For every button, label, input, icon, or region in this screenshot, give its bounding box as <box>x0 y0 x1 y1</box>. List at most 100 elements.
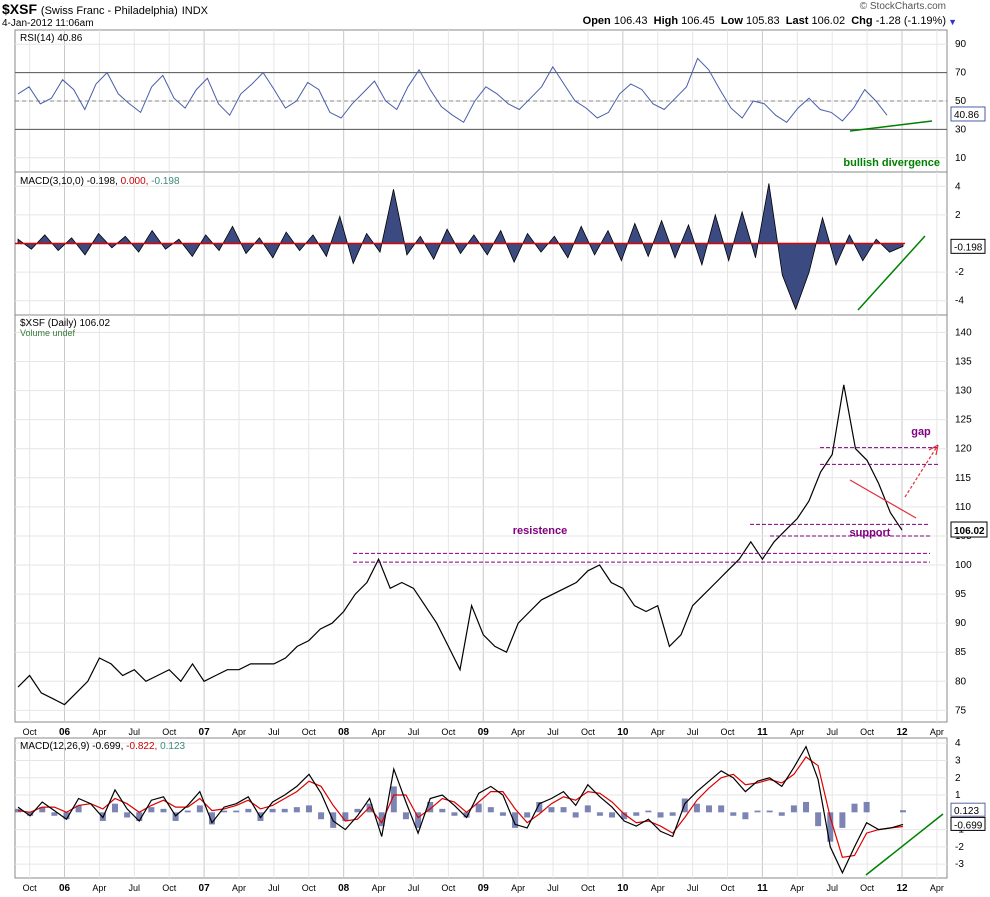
chg-value: -1.28 (-1.19%) <box>875 15 946 27</box>
macd-histogram-bar <box>657 812 664 818</box>
bullish-divergence-label: bullish divergence <box>843 157 940 169</box>
macd-histogram-bar <box>63 812 70 820</box>
macd-histogram-bar <box>584 805 591 813</box>
symbol-label: $XSF <box>2 1 38 17</box>
macd-histogram-bar <box>633 812 640 816</box>
volume-subtitle: Volume undef <box>20 328 76 338</box>
macd-histogram-bar <box>124 812 131 818</box>
x-tick-label: Oct <box>441 727 456 737</box>
exchange-label: INDX <box>181 5 209 17</box>
x-tick-label-bottom: Oct <box>581 883 596 893</box>
macd-histogram-bar <box>754 810 761 813</box>
gap-label: gap <box>911 426 931 438</box>
y-tick-label-2: -4 <box>955 296 964 307</box>
x-tick-label: Jul <box>268 727 280 737</box>
macd-histogram-bar <box>645 810 652 813</box>
macd-histogram-bar <box>693 803 700 813</box>
x-tick-label: Apr <box>651 727 665 737</box>
macd-histogram-bar <box>778 812 785 816</box>
macd-short-title-part: MACD(3,10,0) <box>20 176 87 187</box>
x-tick-label-bottom: 06 <box>59 883 71 894</box>
macd-histogram-bar <box>160 808 167 813</box>
macd-histogram-bar <box>27 812 34 816</box>
y-tick-label-3: 80 <box>955 676 967 687</box>
x-tick-label-bottom: Jul <box>129 883 141 893</box>
macd-divergence-line <box>857 235 926 311</box>
x-tick-label-bottom: 11 <box>757 883 768 894</box>
y-tick-label-4: 3 <box>955 755 961 766</box>
macd-long-title-part: -0.699, <box>92 741 126 752</box>
x-tick-label-bottom: Jul <box>826 883 838 893</box>
x-tick-label-bottom: Apr <box>92 883 106 893</box>
rsi-divergence-line <box>849 120 933 132</box>
macd-histogram-bar <box>281 808 288 813</box>
x-tick-label-bottom: Oct <box>23 883 38 893</box>
panel-frame-3 <box>14 314 948 723</box>
x-tick-label-bottom: Apr <box>651 883 665 893</box>
x-tick-label-bottom: 09 <box>478 883 490 894</box>
x-tick-label: Oct <box>581 727 596 737</box>
x-tick-label-bottom: 10 <box>617 883 629 894</box>
macd-histogram-bar <box>900 810 906 813</box>
macd-long-title-part: MACD(12,26,9) <box>20 741 92 752</box>
y-tick-label-2: 2 <box>955 210 961 221</box>
x-tick-label-bottom: Apr <box>930 883 944 893</box>
macd-histogram-bar <box>305 805 312 813</box>
macd-histogram-bar <box>221 810 228 813</box>
rsi-last-tag: 40.86 <box>954 110 979 121</box>
macd-histogram-bar <box>427 801 434 813</box>
x-tick-label-bottom: Apr <box>232 883 246 893</box>
macd-short-last-tag: -0.198 <box>954 242 983 253</box>
macd-histogram-bar <box>851 803 858 813</box>
macd-hist-last-tag: 0.123 <box>954 806 979 817</box>
y-tick-label-3: 140 <box>955 327 972 338</box>
quote-bar: Open 106.43 High 106.45 Low 105.83 Last … <box>583 15 946 27</box>
x-tick-label: Apr <box>511 727 525 737</box>
macd-histogram-bar <box>172 812 179 821</box>
macd-histogram-bar <box>803 801 810 813</box>
macd-short-title-part: -0.198, <box>87 176 121 187</box>
x-tick-label: Oct <box>302 727 317 737</box>
y-tick-label-1: 10 <box>955 153 967 164</box>
rsi-line <box>17 57 888 124</box>
high-label: High <box>653 15 679 27</box>
y-tick-label-3: 95 <box>955 589 967 600</box>
instrument-name: (Swiss Franc - Philadelphia) <box>40 5 178 17</box>
macd-histogram-bar <box>839 812 846 828</box>
x-tick-label-bottom: Apr <box>790 883 804 893</box>
macd-histogram-bar <box>402 812 409 820</box>
rsi-panel-title: RSI(14) 40.86 <box>20 33 83 44</box>
macd-histogram-bar <box>499 812 506 816</box>
x-tick-label-bottom: Oct <box>721 883 736 893</box>
macd-short-title: MACD(3,10,0) -0.198, 0.000, -0.198 <box>20 176 180 187</box>
macd-histogram-bar <box>815 812 822 827</box>
macd-histogram-bar <box>730 812 737 816</box>
x-tick-label-bottom: Jul <box>268 883 280 893</box>
x-tick-label-bottom: Oct <box>162 883 177 893</box>
macd-histogram-bar <box>548 807 555 813</box>
macd-histogram-bar <box>718 805 725 813</box>
triangle-down-icon[interactable]: ▼ <box>948 17 957 27</box>
x-tick-label-bottom: Oct <box>441 883 456 893</box>
macd-short-title-part: 0.000, <box>121 176 152 187</box>
macd-histogram-bar <box>342 812 349 821</box>
y-tick-label-3: 75 <box>955 705 967 716</box>
y-tick-label-3: 130 <box>955 386 972 397</box>
x-tick-label-bottom: Oct <box>302 883 317 893</box>
y-tick-label-1: 30 <box>955 124 967 135</box>
macd-histogram-bar <box>233 810 240 813</box>
last-label: Last <box>785 15 809 27</box>
macd-histogram-bar <box>378 812 385 827</box>
macd-histogram-bar <box>669 812 676 816</box>
x-tick-label-bottom: 07 <box>199 883 211 894</box>
y-tick-label-3: 100 <box>955 560 972 571</box>
last-value: 106.02 <box>811 15 846 27</box>
macd-histogram-bar <box>51 812 58 816</box>
low-value: 105.83 <box>745 15 780 27</box>
x-tick-label: Apr <box>790 727 804 737</box>
macd-histogram-bar <box>439 808 446 813</box>
macd-histogram-bar <box>245 808 252 813</box>
macd-histogram-bar <box>111 803 118 813</box>
x-tick-label-bottom: Apr <box>372 883 386 893</box>
x-tick-label: 07 <box>199 727 211 738</box>
